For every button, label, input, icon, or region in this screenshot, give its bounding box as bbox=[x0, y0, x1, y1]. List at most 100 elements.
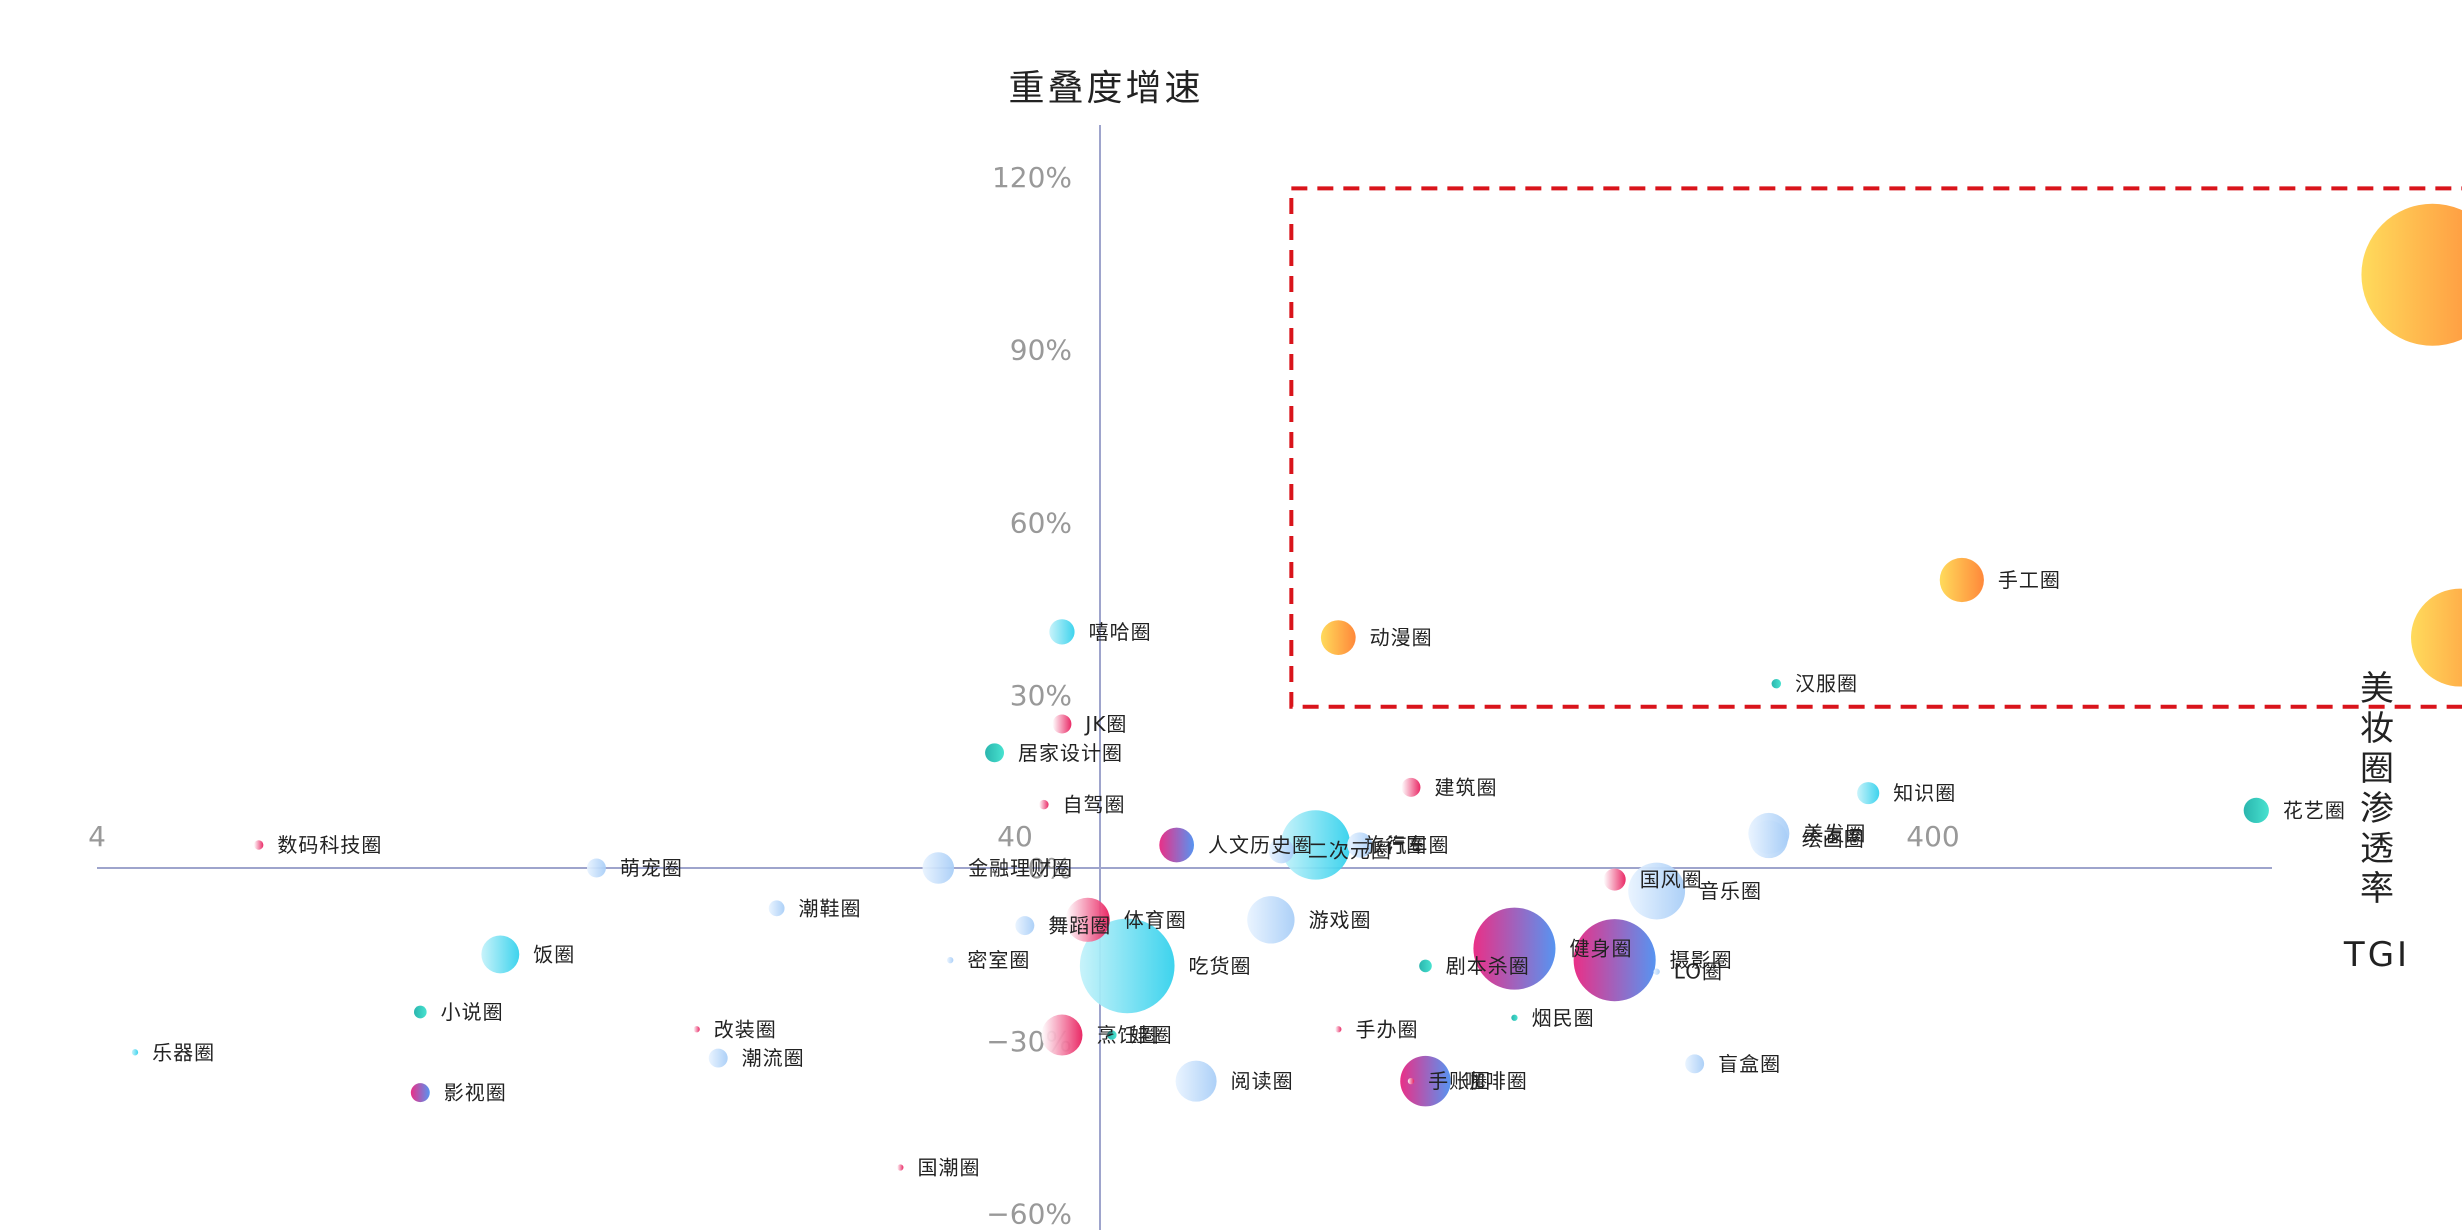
bubble bbox=[1347, 832, 1373, 858]
bubble-label: 动漫圈 bbox=[1370, 626, 1433, 650]
bubble-label: 国潮圈 bbox=[917, 1156, 980, 1180]
bubble-label: 舞蹈圈 bbox=[1048, 914, 1111, 938]
bubble-label: 饭圈 bbox=[533, 942, 575, 966]
bubble-label: 密室圈 bbox=[967, 948, 1030, 972]
bubble bbox=[1268, 838, 1294, 864]
bubble-label: 小说圈 bbox=[441, 1000, 504, 1024]
bubble-label: 娃圈 bbox=[1131, 1023, 1173, 1047]
bubble-label: 知识圈 bbox=[1893, 781, 1956, 805]
y-tick-label: 0% bbox=[1028, 852, 1072, 885]
bubble bbox=[481, 935, 520, 974]
bubble bbox=[253, 840, 264, 850]
bubble bbox=[1511, 1014, 1518, 1021]
bubble-label: 二次元圈 bbox=[1308, 839, 1392, 863]
bubble-label: 数码科技圈 bbox=[277, 833, 382, 857]
bubble-label: 国风圈 bbox=[1640, 868, 1703, 892]
bubble-label: 烟民圈 bbox=[1532, 1006, 1595, 1030]
x-axis-title-suffix: TGI bbox=[2343, 935, 2410, 975]
bubble-label: 自驾圈 bbox=[1063, 793, 1126, 817]
y-tick-label: −60% bbox=[986, 1198, 1072, 1230]
bubble bbox=[1400, 1055, 1451, 1107]
y-axis-title: 重叠度增速 bbox=[1008, 68, 1203, 109]
bubble-label: 手办圈 bbox=[1355, 1017, 1418, 1041]
bubble bbox=[1039, 799, 1049, 810]
bubble bbox=[1939, 557, 1984, 603]
y-tick-label: 120% bbox=[992, 161, 1072, 194]
bubble bbox=[693, 1026, 700, 1033]
bubble-label: 人文历史圈 bbox=[1208, 833, 1313, 857]
bubble-label: 萌宠圈 bbox=[620, 856, 683, 880]
bubble bbox=[897, 1164, 904, 1171]
bubble-label: 旅行圈 bbox=[1364, 833, 1427, 857]
bubble bbox=[1320, 620, 1356, 655]
bubble bbox=[1749, 820, 1788, 859]
bubble bbox=[2361, 203, 2462, 346]
bubble-label: 潮鞋圈 bbox=[799, 896, 862, 920]
bubble bbox=[1280, 810, 1351, 880]
bubble-label: 健身圈 bbox=[1569, 937, 1632, 961]
bubble bbox=[2243, 797, 2269, 824]
bubble bbox=[413, 1005, 427, 1019]
bubble bbox=[1857, 782, 1880, 805]
bubble-label: 剧本杀圈 bbox=[1446, 954, 1530, 978]
bubble bbox=[1573, 919, 1656, 1002]
bubble bbox=[1041, 1014, 1083, 1056]
bubble-label: 汽车圈 bbox=[1386, 833, 1449, 857]
bubble bbox=[1771, 678, 1782, 689]
bubble bbox=[708, 1048, 728, 1068]
x-tick-label: 400 bbox=[1906, 820, 1959, 853]
bubble-label: 手工圈 bbox=[1998, 568, 2061, 592]
bubble bbox=[1603, 868, 1626, 891]
bubble-label: 金融理财圈 bbox=[968, 856, 1073, 880]
x-tick-label: 4 bbox=[88, 820, 106, 853]
bubble bbox=[1107, 1030, 1117, 1040]
y-tick-label: 60% bbox=[1010, 506, 1072, 539]
x-axis-title-char: 美 bbox=[2360, 669, 2394, 709]
bubble-label: 改装圈 bbox=[714, 1017, 777, 1041]
bubble bbox=[768, 900, 785, 917]
bubble bbox=[1247, 896, 1295, 944]
x-axis-title-char: 渗 bbox=[2360, 789, 2394, 829]
bubble-label: 咖啡圈 bbox=[1465, 1069, 1528, 1093]
bubble-label: JK圈 bbox=[1083, 712, 1127, 736]
bubble-label: 游戏圈 bbox=[1309, 908, 1372, 932]
bubble-label: 阅读圈 bbox=[1231, 1069, 1294, 1093]
bubble-label: 建筑圈 bbox=[1434, 775, 1497, 799]
bubble bbox=[1052, 714, 1072, 734]
bubble bbox=[131, 1049, 139, 1056]
bubble bbox=[586, 858, 606, 878]
bubble bbox=[1049, 619, 1075, 645]
bubble bbox=[1335, 1026, 1342, 1033]
bubble bbox=[1685, 1054, 1705, 1074]
x-axis-title-char: 透 bbox=[2360, 829, 2394, 869]
bubble-label: 吃货圈 bbox=[1189, 954, 1252, 978]
bubble-label: 盲盒圈 bbox=[1718, 1052, 1781, 1076]
bubble bbox=[1065, 897, 1110, 942]
bubble-label: 摄影圈 bbox=[1670, 948, 1733, 972]
highlight-box bbox=[1289, 186, 2462, 709]
x-axis-title-char: 圈 bbox=[2360, 749, 2394, 789]
bubble bbox=[1407, 1077, 1415, 1085]
bubble bbox=[1653, 968, 1660, 975]
y-tick-label: 30% bbox=[1010, 679, 1072, 712]
bubble-label: 美发圈 bbox=[1803, 821, 1866, 845]
bubble-label: 汉服圈 bbox=[1795, 672, 1858, 696]
bubble-label: LO圈 bbox=[1674, 960, 1723, 984]
bubble-label: 绘画圈 bbox=[1802, 827, 1865, 851]
bubble-label: 潮流圈 bbox=[742, 1046, 805, 1070]
bubble bbox=[1401, 777, 1421, 797]
bubble-label: 居家设计圈 bbox=[1018, 741, 1123, 765]
bubble bbox=[2411, 588, 2462, 687]
bubble-label: 音乐圈 bbox=[1699, 879, 1762, 903]
bubble bbox=[985, 743, 1005, 763]
bubble bbox=[1419, 959, 1432, 973]
bubble-label: 影视圈 bbox=[444, 1081, 507, 1105]
bubble bbox=[1628, 862, 1686, 920]
bubble-label: 嘻哈圈 bbox=[1089, 620, 1152, 644]
bubble-label: 花艺圈 bbox=[2283, 798, 2346, 822]
bubble bbox=[922, 852, 955, 884]
x-axis-title-char: 率 bbox=[2360, 869, 2394, 909]
x-axis-title-char: 妆 bbox=[2360, 709, 2394, 749]
bubble bbox=[1079, 918, 1175, 1014]
